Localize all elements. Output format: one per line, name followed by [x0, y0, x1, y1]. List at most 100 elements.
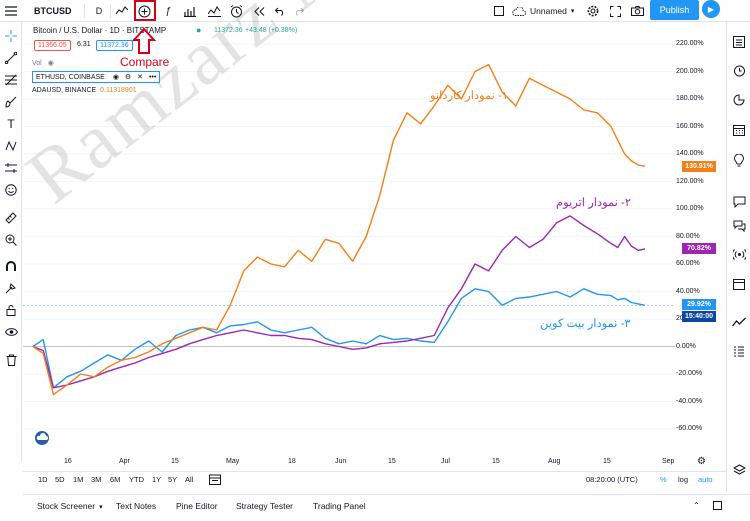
compare-callout-label: Compare — [120, 55, 170, 69]
tab-stock-screener[interactable]: Stock Screener ▾ — [37, 501, 103, 511]
publish-button[interactable]: Publish — [650, 0, 699, 20]
settings-eth-icon[interactable]: ⚙ — [124, 74, 132, 81]
pattern-icon[interactable] — [3, 138, 19, 154]
range-button-ytd[interactable]: YTD — [129, 475, 144, 484]
annotation-eth: ۲- نمودار اتریوم — [556, 197, 632, 209]
fib-retracement-icon[interactable] — [3, 72, 19, 88]
alerts-clock-icon[interactable] — [731, 62, 747, 78]
ada-price-tag: 130.91% — [682, 161, 716, 172]
tab-trading-panel[interactable]: Trading Panel — [313, 501, 366, 511]
range-button-5d[interactable]: 5D — [55, 475, 65, 484]
close-eth-icon[interactable]: ✕ — [137, 74, 143, 81]
prediction-icon[interactable] — [3, 160, 19, 176]
templates-icon[interactable] — [206, 0, 222, 22]
redo-icon[interactable] — [291, 0, 305, 22]
layers-icon[interactable] — [731, 462, 747, 478]
compare-highlight-box — [134, 0, 156, 21]
tab-strategy-tester[interactable]: Strategy Tester — [236, 501, 294, 511]
fullscreen-icon[interactable] — [607, 0, 623, 22]
compare-add-symbol-icon[interactable] — [133, 0, 155, 22]
compare-eth-name: ETHUSD, COINBASE — [36, 74, 105, 81]
series-line-ada[interactable] — [32, 63, 646, 396]
price-scale-label: 120.00% — [676, 177, 704, 185]
main-price: 11372.36 — [214, 27, 243, 34]
object-tree-icon[interactable] — [731, 344, 747, 360]
stay-in-drawing-icon[interactable] — [3, 280, 19, 296]
range-button-5y[interactable]: 5Y — [168, 475, 178, 484]
compare-row-eth[interactable]: ETHUSD, COINBASE ◉ ⚙ ✕ ••• — [32, 71, 161, 83]
maximize-panel-icon[interactable] — [713, 501, 722, 512]
eye-eth-icon[interactable]: ◉ — [112, 74, 119, 81]
range-button-3m[interactable]: 3M — [91, 475, 102, 484]
series-line-btc[interactable] — [32, 288, 646, 389]
fullscreen-box-icon[interactable] — [492, 0, 506, 22]
broadcast-icon[interactable] — [731, 246, 747, 262]
alert-clock-icon[interactable] — [228, 0, 244, 22]
bottom-panel-tabs: Stock Screener ▾ Text Notes Pine Editor S… — [23, 494, 750, 521]
chart-style-icon[interactable] — [114, 0, 130, 22]
tab-pine-editor[interactable]: Pine Editor — [176, 501, 218, 511]
camera-snapshot-icon[interactable] — [629, 0, 645, 22]
range-button-1y[interactable]: 1Y — [152, 475, 162, 484]
utc-time[interactable]: 08:20:00 (UTC) — [586, 475, 638, 484]
chats-icon[interactable] — [731, 218, 747, 234]
log-toggle[interactable]: log — [678, 475, 689, 484]
trend-line-icon[interactable] — [3, 50, 19, 66]
streams-chat-icon[interactable] — [731, 194, 747, 210]
price-scale-label: 0.00% — [676, 342, 696, 350]
brush-icon[interactable] — [3, 94, 19, 110]
compare-ada-value: 0.11318901 — [100, 87, 137, 94]
symbol-search-button[interactable]: BTCUSD — [34, 6, 72, 16]
indicators-fx-icon[interactable]: ƒ — [165, 5, 171, 17]
time-axis-label: May — [226, 458, 240, 465]
percent-toggle[interactable]: % — [660, 475, 667, 484]
tab-text-notes[interactable]: Text Notes — [116, 501, 157, 511]
interval-button[interactable]: D — [95, 6, 103, 16]
menu-icon[interactable] — [2, 0, 20, 22]
spread-value: 6.31 — [77, 41, 91, 48]
price-scale-label: 140.00% — [676, 150, 704, 157]
logo-cloud-icon[interactable] — [35, 431, 49, 445]
range-button-1m[interactable]: 1M — [73, 475, 84, 484]
bid-price[interactable]: 11366.05 — [34, 40, 71, 51]
range-button-6m[interactable]: 6M — [110, 475, 121, 484]
calendar-small-icon[interactable] — [731, 276, 747, 292]
compare-row-ada[interactable]: ADAUSD, BINANCE 0.11318901 — [32, 87, 137, 94]
range-button-1d[interactable]: 1D — [38, 475, 48, 484]
time-axis-label: 15 — [492, 458, 500, 465]
trading-chart-icon[interactable] — [731, 314, 747, 330]
eye-small-icon[interactable]: ◉ — [47, 60, 54, 67]
replay-icon[interactable] — [252, 0, 266, 22]
eye-icon[interactable] — [3, 324, 19, 340]
top-toolbar: BTCUSD D ƒ Unnamed ▾ Publish ▶ — [0, 0, 750, 22]
ruler-icon[interactable] — [3, 210, 19, 226]
play-icon[interactable]: ▶ — [702, 0, 720, 18]
price-scale-label: 80.00% — [676, 232, 700, 240]
text-tool-icon[interactable]: T — [7, 117, 15, 131]
range-button-all[interactable]: All — [185, 475, 194, 484]
more-eth-icon[interactable]: ••• — [148, 74, 157, 81]
ask-price[interactable]: 11372.36 — [96, 40, 133, 51]
chevron-down-icon: ▾ — [570, 8, 575, 15]
watchlist-icon[interactable] — [731, 34, 747, 50]
crosshair-icon[interactable] — [3, 28, 19, 44]
main-change: +43.48 (+0.38%) — [245, 27, 298, 34]
collapse-panel-icon[interactable]: ⌃ — [693, 501, 700, 510]
series-line-eth[interactable] — [32, 215, 646, 389]
settings-gear-icon[interactable] — [585, 0, 601, 22]
goto-date-icon[interactable] — [209, 474, 221, 487]
undo-icon[interactable] — [273, 0, 287, 22]
financials-icon[interactable] — [182, 0, 198, 22]
emoji-icon[interactable] — [3, 182, 19, 198]
data-window-icon[interactable] — [731, 92, 747, 108]
ideas-lightbulb-icon[interactable] — [731, 152, 747, 168]
trash-icon[interactable] — [3, 352, 19, 368]
zoom-in-icon[interactable] — [3, 232, 19, 248]
main-series-title[interactable]: Bitcoin / U.S. Dollar · 1D · BITSTAMP — [33, 26, 167, 35]
time-axis-settings-icon[interactable]: ⚙ — [697, 456, 706, 467]
magnet-icon[interactable] — [3, 258, 19, 274]
calendar-icon[interactable] — [731, 122, 747, 138]
auto-toggle[interactable]: auto — [698, 475, 713, 484]
layout-name-button[interactable]: Unnamed ▾ — [512, 0, 582, 22]
lock-icon[interactable] — [3, 302, 19, 318]
